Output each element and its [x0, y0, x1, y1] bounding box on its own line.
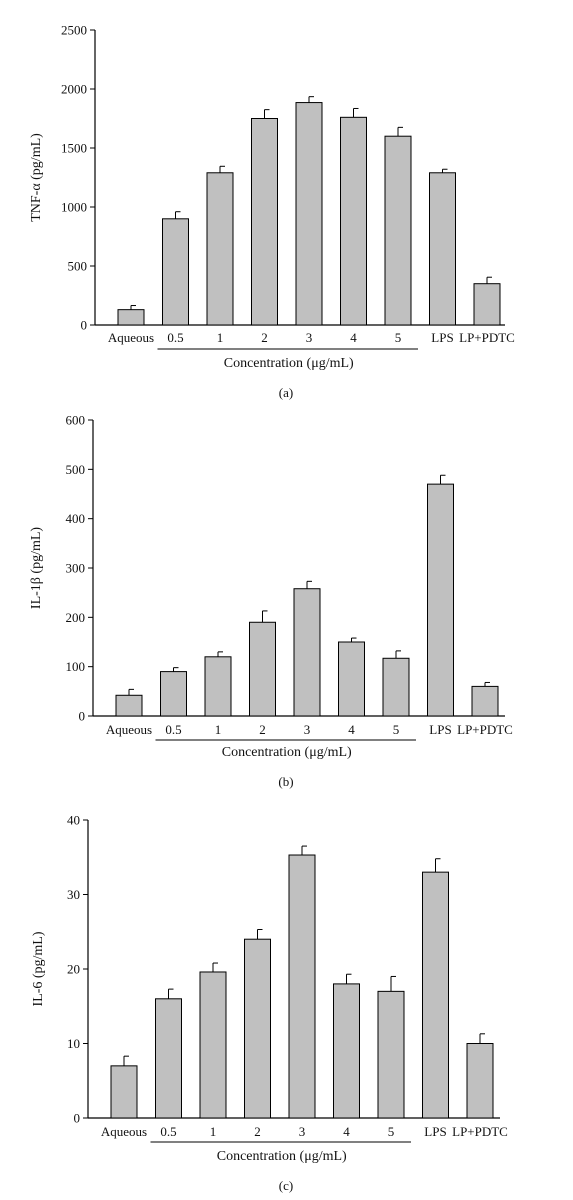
y-tick-label: 30: [67, 887, 80, 902]
bar: [429, 172, 456, 326]
x-tick-label: 2: [254, 1124, 261, 1139]
x-tick-label: 0.5: [165, 722, 181, 737]
bar: [295, 102, 323, 326]
bar: [110, 1065, 138, 1119]
x-tick-label: 5: [388, 1124, 395, 1139]
y-tick-label: 400: [66, 511, 86, 526]
x-tick-label: Aqueous: [108, 330, 154, 345]
bar: [427, 483, 454, 717]
x-tick-label: LPS: [424, 1124, 446, 1139]
bar: [340, 116, 367, 326]
x-tick-label: 1: [215, 722, 222, 737]
x-tick-label: Aqueous: [101, 1124, 147, 1139]
x-tick-label: 5: [393, 722, 400, 737]
y-tick-label: 0: [74, 1111, 81, 1126]
x-tick-label: 0.5: [167, 330, 183, 345]
bar: [473, 283, 501, 326]
x-axis-label: Concentration (μg/mL): [217, 1149, 347, 1164]
chart-panel-c: 0 10 20 30 40 IL-6 (pg/mL) Aqueous 0.5 1 2 3 4 5 LPS L…: [31, 813, 508, 1194]
x-axis-label: Concentration (μg/mL): [222, 745, 352, 760]
chart-panel-a: 0 500 1000 1500 2000 2500 TNF-α (pg/mL) Aqueous…: [29, 23, 515, 401]
x-tick-label: LPS: [429, 722, 451, 737]
y-tick-label: 0: [81, 318, 88, 333]
bar: [244, 938, 271, 1119]
x-tick-label: 3: [299, 1124, 306, 1139]
panel-label: (b): [278, 774, 293, 789]
x-tick-label: 3: [304, 722, 311, 737]
bar: [160, 671, 187, 717]
bar: [384, 135, 412, 326]
bar: [199, 971, 227, 1119]
bar: [377, 990, 405, 1119]
x-tick-label: LP+PDTC: [452, 1124, 508, 1139]
bar: [471, 685, 499, 717]
x-tick-label: 1: [210, 1124, 217, 1139]
panel-label: (c): [279, 1178, 293, 1193]
bar: [288, 854, 316, 1119]
x-tick-label: 4: [350, 330, 357, 345]
y-tick-label: 600: [66, 413, 86, 428]
x-tick-label: 2: [261, 330, 268, 345]
bar: [333, 983, 360, 1119]
bar: [249, 621, 276, 717]
x-tick-label: LP+PDTC: [459, 330, 515, 345]
bar: [422, 871, 449, 1119]
x-tick-label: 5: [395, 330, 402, 345]
y-tick-label: 500: [68, 259, 88, 274]
y-tick-label: 300: [66, 561, 86, 576]
bar: [382, 657, 410, 717]
x-tick-label: 3: [306, 330, 313, 345]
x-tick-label: 4: [348, 722, 355, 737]
bar: [117, 309, 145, 326]
y-axis-label: IL-6 (pg/mL): [31, 931, 46, 1006]
y-tick-label: 0: [79, 709, 86, 724]
y-tick-label: 100: [66, 659, 86, 674]
panel-label: (a): [279, 385, 293, 400]
x-tick-label: LPS: [431, 330, 453, 345]
x-axis-label: Concentration (μg/mL): [224, 356, 354, 371]
chart-panel-b: 0 100 200 300 400 500 600 IL-1β (pg/mL) Aqueous 0…: [29, 413, 513, 790]
x-tick-label: 0.5: [160, 1124, 176, 1139]
x-tick-label: LP+PDTC: [457, 722, 513, 737]
bar: [204, 656, 232, 717]
y-tick-label: 2500: [61, 23, 87, 38]
y-tick-label: 200: [66, 610, 86, 625]
y-axis-label: TNF-α (pg/mL): [29, 133, 44, 222]
y-tick-label: 2000: [61, 82, 87, 97]
y-tick-label: 1000: [61, 200, 87, 215]
x-tick-label: 4: [343, 1124, 350, 1139]
bar: [162, 218, 189, 326]
y-axis-label: IL-1β (pg/mL): [29, 527, 44, 609]
y-tick-label: 500: [66, 462, 86, 477]
y-tick-label: 20: [67, 962, 80, 977]
y-tick-label: 10: [67, 1036, 80, 1051]
bar: [251, 118, 278, 326]
bar: [466, 1043, 494, 1119]
y-tick-label: 40: [67, 813, 80, 828]
x-tick-label: Aqueous: [106, 722, 152, 737]
bar: [115, 694, 143, 717]
x-tick-label: 2: [259, 722, 266, 737]
x-tick-label: 1: [217, 330, 224, 345]
bar: [338, 641, 365, 717]
bar: [155, 998, 182, 1119]
y-tick-label: 1500: [61, 141, 87, 156]
bar: [206, 172, 234, 326]
bar: [293, 588, 321, 717]
